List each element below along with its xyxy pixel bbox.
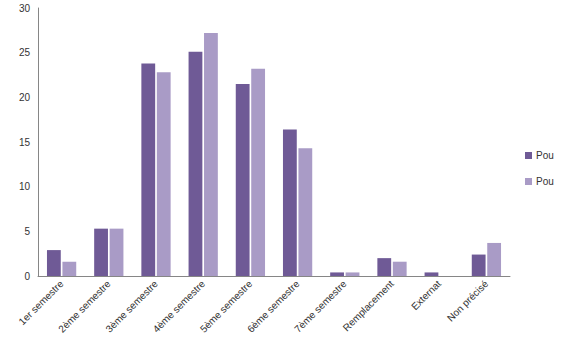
svg-text:5: 5 <box>24 226 30 237</box>
svg-text:0: 0 <box>24 271 30 282</box>
svg-text:5ème semestre: 5ème semestre <box>197 278 255 335</box>
svg-text:15: 15 <box>19 137 31 148</box>
svg-text:Remplacement: Remplacement <box>341 278 396 333</box>
svg-text:30: 30 <box>19 3 31 14</box>
svg-text:2ème semestre: 2ème semestre <box>56 278 113 335</box>
svg-text:Non précisé: Non précisé <box>445 278 491 324</box>
svg-text:6ème semestre: 6ème semestre <box>245 278 302 335</box>
svg-text:Pou: Pou <box>536 176 554 187</box>
svg-text:Externat: Externat <box>409 278 443 312</box>
svg-text:4ème semestre: 4ème semestre <box>150 278 208 335</box>
svg-text:25: 25 <box>19 47 31 58</box>
svg-text:20: 20 <box>19 92 31 103</box>
svg-text:3ème semestre: 3ème semestre <box>103 278 160 335</box>
svg-text:7ème semestre: 7ème semestre <box>292 278 349 335</box>
svg-text:10: 10 <box>19 181 31 192</box>
svg-text:1er semestre: 1er semestre <box>17 278 66 327</box>
svg-text:Pou: Pou <box>536 150 554 161</box>
